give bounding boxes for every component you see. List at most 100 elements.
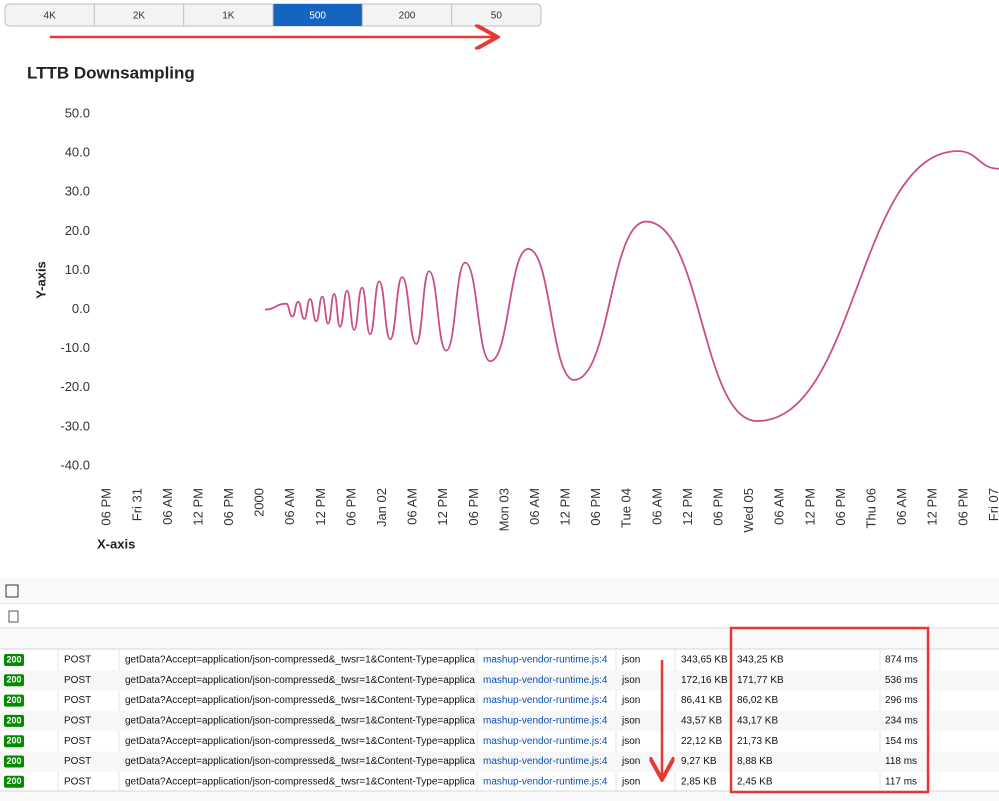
cell: 234 ms (885, 716, 918, 727)
x-tick-label: 12 PM (802, 488, 817, 526)
button-label[interactable]: 50 (491, 11, 503, 22)
cell: POST (64, 655, 91, 666)
status-code: 200 (6, 675, 21, 685)
cell: POST (64, 776, 91, 787)
cell[interactable]: getData?Accept=application/json-compress… (125, 675, 480, 686)
cell: 171,77 KB (737, 675, 784, 686)
cell: json (621, 776, 640, 787)
cell[interactable]: getData?Accept=application/json-compress… (125, 776, 480, 787)
cell[interactable]: mashup-vendor-runtime.js:4 (483, 655, 608, 666)
x-tick-label: Tue 04 (619, 488, 634, 528)
x-tick-label: 12 PM (313, 488, 328, 526)
x-tick-label: 06 PM (221, 488, 236, 526)
cell: 2,45 KB (737, 776, 773, 787)
cell[interactable]: mashup-vendor-runtime.js:4 (483, 756, 608, 767)
chart-title: LTTB Downsampling (27, 63, 195, 82)
cell: 2,85 KB (681, 776, 717, 787)
x-tick-label: 12 PM (558, 488, 573, 526)
x-tick-label: 06 PM (343, 488, 358, 526)
cell[interactable]: getData?Accept=application/json-compress… (125, 655, 480, 666)
cell: json (621, 695, 640, 706)
cell: json (621, 655, 640, 666)
cell[interactable]: getData?Accept=application/json-compress… (125, 736, 480, 747)
x-tick-label: Wed 05 (741, 488, 756, 533)
button-label[interactable]: 4K (44, 11, 57, 22)
x-tick-label: 06 AM (649, 488, 664, 525)
y-tick-label: 30.0 (65, 184, 90, 199)
cell: 43,17 KB (737, 716, 778, 727)
cell: POST (64, 736, 91, 747)
y-tick-label: 50.0 (65, 105, 90, 120)
cell: json (621, 736, 640, 747)
cell: 343,65 KB (681, 655, 728, 666)
status-code: 200 (6, 654, 21, 664)
cell: 21,73 KB (737, 736, 778, 747)
status-code: 200 (6, 756, 21, 766)
cell: json (621, 716, 640, 727)
button-label[interactable]: 2K (133, 11, 146, 22)
cell: 9,27 KB (681, 756, 717, 767)
y-tick-label: 0.0 (72, 301, 90, 316)
y-tick-label: 10.0 (65, 262, 90, 277)
x-tick-label: 06 AM (405, 488, 420, 525)
cell: 43,57 KB (681, 716, 722, 727)
cell: POST (64, 675, 91, 686)
x-tick-label: 06 AM (894, 488, 909, 525)
button-selected[interactable] (273, 4, 363, 26)
y-tick-label: -30.0 (60, 418, 90, 433)
status-code: 200 (6, 736, 21, 746)
cell[interactable]: getData?Accept=application/json-compress… (125, 756, 480, 767)
button-label[interactable]: 500 (309, 11, 326, 22)
devtools-tabbar (0, 578, 999, 604)
status-code: 200 (6, 776, 21, 786)
status-badge (4, 755, 24, 768)
cell: POST (64, 716, 91, 727)
x-tick-label: Fri 31 (129, 488, 144, 521)
status-badge (4, 714, 24, 727)
x-tick-label: 12 PM (680, 488, 695, 526)
cell: 117 ms (885, 776, 917, 787)
cell[interactable]: getData?Accept=application/json-compress… (125, 695, 480, 706)
cell: 118 ms (885, 756, 917, 767)
trash-icon[interactable] (8, 610, 19, 623)
button-label[interactable]: 1K (222, 11, 235, 22)
picker-icon[interactable] (5, 584, 19, 598)
x-tick-label: 12 PM (925, 488, 940, 526)
cell: 296 ms (885, 695, 918, 706)
status-code: 200 (6, 695, 21, 705)
x-tick-label: Thu 06 (863, 488, 878, 528)
y-tick-label: -40.0 (60, 457, 90, 472)
cell: 874 ms (885, 655, 918, 666)
button-label[interactable]: 200 (399, 11, 416, 22)
x-tick-label: 12 PM (190, 488, 205, 526)
x-tick-label: 06 PM (955, 488, 970, 526)
y-tick-label: 20.0 (65, 223, 90, 238)
status-code: 200 (6, 715, 21, 725)
x-tick-label: 06 AM (282, 488, 297, 525)
cell[interactable]: mashup-vendor-runtime.js:4 (483, 695, 608, 706)
cell: 22,12 KB (681, 736, 722, 747)
status-badge (4, 654, 24, 666)
cell: 154 ms (885, 736, 918, 747)
cell: json (621, 756, 640, 767)
cell: 343,25 KB (737, 655, 784, 666)
y-tick-label: 40.0 (65, 145, 90, 160)
data-line (265, 150, 999, 422)
cell[interactable]: mashup-vendor-runtime.js:4 (483, 776, 608, 787)
x-tick-label: 06 PM (711, 488, 726, 526)
x-tick-label: Mon 03 (496, 488, 511, 531)
cell: 172,16 KB (681, 675, 728, 686)
cell[interactable]: mashup-vendor-runtime.js:4 (483, 736, 608, 747)
cell[interactable]: getData?Accept=application/json-compress… (125, 716, 480, 727)
cell[interactable]: mashup-vendor-runtime.js:4 (483, 675, 608, 686)
x-tick-label: 06 PM (833, 488, 848, 526)
cell[interactable]: mashup-vendor-runtime.js:4 (483, 716, 608, 727)
y-axis-label: Y-axis (33, 261, 48, 299)
x-tick-label: 06 PM (466, 488, 481, 526)
x-tick-label: 06 AM (527, 488, 542, 525)
cell: 536 ms (885, 675, 918, 686)
cell: POST (64, 756, 91, 767)
cell: 86,02 KB (737, 695, 778, 706)
row-stripe (0, 751, 999, 772)
